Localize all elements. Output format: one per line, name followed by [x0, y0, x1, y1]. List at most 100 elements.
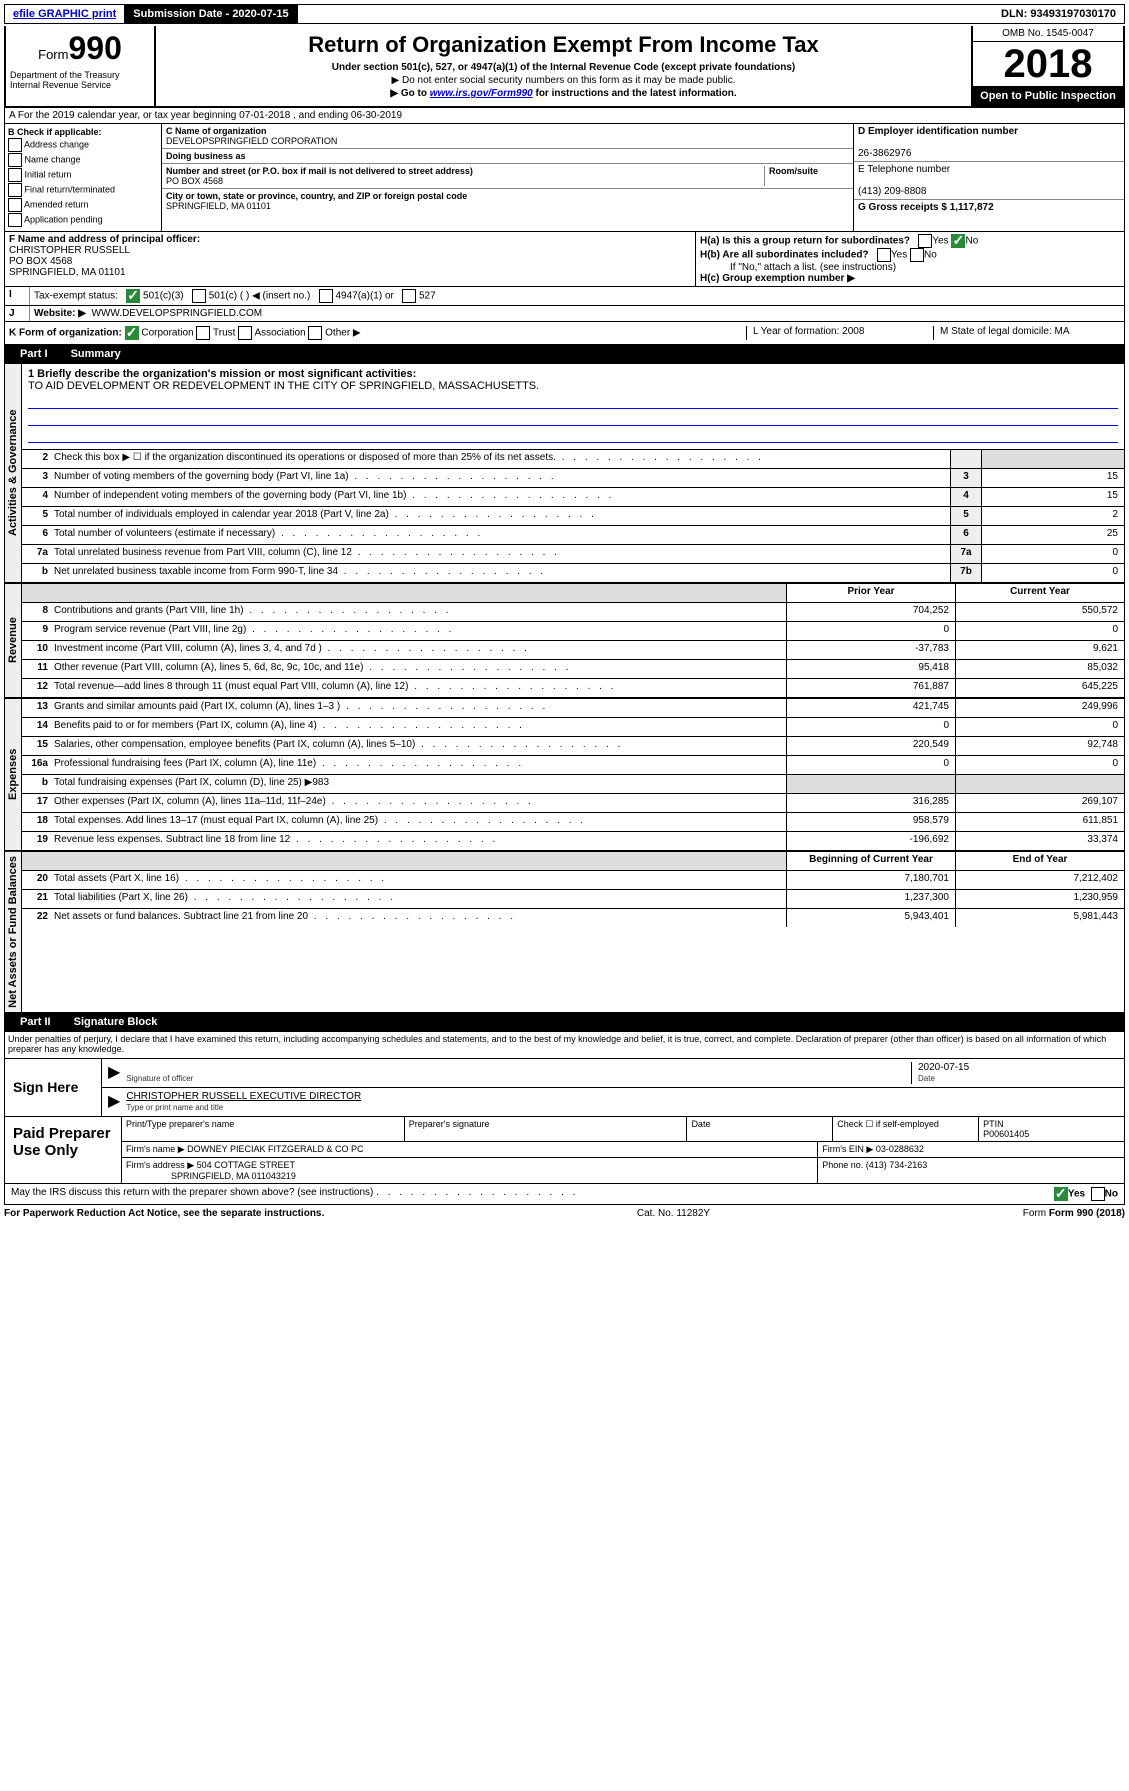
note-ssn: ▶ Do not enter social security numbers o… — [166, 75, 961, 86]
row-k: K Form of organization: Corporation Trus… — [4, 322, 1125, 345]
prep-self-h[interactable]: Check ☐ if self-employed — [833, 1117, 979, 1141]
data-row: 16aProfessional fundraising fees (Part I… — [22, 756, 1124, 775]
prep-ptin: PTINP00601405 — [979, 1117, 1124, 1141]
gov-row: 2Check this box ▶ ☐ if the organization … — [22, 450, 1124, 469]
form-number: 990 — [68, 30, 121, 66]
gov-row: bNet unrelated business taxable income f… — [22, 564, 1124, 582]
note-website: ▶ Go to www.irs.gov/Form990 for instruct… — [166, 88, 961, 99]
firm-ein: Firm's EIN ▶ 03-0288632 — [818, 1142, 1124, 1157]
chk-527[interactable] — [402, 289, 416, 303]
chk-other[interactable] — [308, 326, 322, 340]
ha-no[interactable]: No — [965, 236, 978, 247]
discuss-yes-chk[interactable] — [1054, 1187, 1068, 1201]
addr-cell: Number and street (or P.O. box if mail i… — [162, 164, 853, 189]
sig-field[interactable]: Signature of officer — [126, 1062, 911, 1084]
sign-here-label: Sign Here — [5, 1059, 102, 1116]
discuss-q: May the IRS discuss this return with the… — [11, 1187, 373, 1198]
row-i: I Tax-exempt status: 501(c)(3) 501(c) ( … — [4, 287, 1125, 306]
sig-date: 2020-07-15Date — [911, 1062, 1118, 1084]
data-row: 13Grants and similar amounts paid (Part … — [22, 699, 1124, 718]
chk-trust[interactable] — [196, 326, 210, 340]
data-row: 18Total expenses. Add lines 13–17 (must … — [22, 813, 1124, 832]
mission-text: TO AID DEVELOPMENT OR REDEVELOPMENT IN T… — [28, 380, 1118, 392]
footer: For Paperwork Reduction Act Notice, see … — [4, 1205, 1125, 1222]
org-addr: PO BOX 4568 — [166, 176, 223, 186]
vert-netassets: Net Assets or Fund Balances — [5, 852, 22, 1012]
part1-label: Part I — [10, 346, 58, 362]
hc-row: H(c) Group exemption number ▶ — [700, 273, 1120, 284]
row-j-content: Website: ▶ WWW.DEVELOPSPRINGFIELD.COM — [30, 306, 1124, 321]
sig-officer-line: ▶ Signature of officer 2020-07-15Date — [102, 1059, 1124, 1088]
sig-printed: CHRISTOPHER RUSSELL EXECUTIVE DIRECTOR T… — [126, 1091, 1118, 1113]
irs-link[interactable]: www.irs.gov/Form990 — [430, 88, 533, 99]
form-990-label: Form990 — [10, 30, 150, 67]
efile-link[interactable]: efile GRAPHIC print — [13, 8, 116, 20]
data-row: 19Revenue less expenses. Subtract line 1… — [22, 832, 1124, 850]
open-public: Open to Public Inspection — [973, 86, 1123, 106]
revenue-section: Revenue Prior Year Current Year 8Contrib… — [4, 583, 1125, 698]
chk-assoc[interactable] — [238, 326, 252, 340]
website-label: Website: ▶ — [34, 308, 86, 319]
end-year-h: End of Year — [955, 852, 1124, 870]
netassets-header-row: Beginning of Current Year End of Year — [22, 852, 1124, 871]
begin-year-h: Beginning of Current Year — [786, 852, 955, 870]
officer-info: F Name and address of principal officer:… — [5, 232, 696, 286]
part2-title: Signature Block — [74, 1016, 158, 1028]
chk-501c3[interactable] — [126, 289, 140, 303]
phone-cell: E Telephone number (413) 209-8808 — [854, 162, 1124, 200]
hb-yes[interactable]: Yes — [891, 250, 907, 261]
section-a: A For the 2019 calendar year, or tax yea… — [4, 108, 1125, 124]
chk-amended[interactable]: Amended return — [8, 198, 158, 212]
netassets-body: Beginning of Current Year End of Year 20… — [22, 852, 1124, 1012]
hb-no[interactable]: No — [924, 250, 937, 261]
prep-sig-h: Preparer's signature — [405, 1117, 688, 1141]
chk-initial[interactable]: Initial return — [8, 168, 158, 182]
data-row: 9Program service revenue (Part VIII, lin… — [22, 622, 1124, 641]
room-label: Room/suite — [769, 166, 818, 176]
efile-link-cell[interactable]: efile GRAPHIC print — [5, 5, 125, 23]
prep-row-3: Firm's address ▶ 504 COTTAGE STREET SPRI… — [122, 1158, 1124, 1183]
expenses-body: 13Grants and similar amounts paid (Part … — [22, 699, 1124, 850]
declaration-text: Under penalties of perjury, I declare th… — [5, 1032, 1124, 1058]
signature-section: Under penalties of perjury, I declare th… — [4, 1031, 1125, 1117]
data-row: 20Total assets (Part X, line 16)7,180,70… — [22, 871, 1124, 890]
city-cell: City or town, state or province, country… — [162, 189, 853, 213]
firm-label: Firm's name ▶ — [126, 1144, 185, 1154]
org-name-cell: C Name of organization DEVELOPSPRINGFIEL… — [162, 124, 853, 149]
officer-label: F Name and address of principal officer: — [9, 234, 200, 245]
city-label: City or town, state or province, country… — [166, 191, 467, 201]
data-row: 8Contributions and grants (Part VIII, li… — [22, 603, 1124, 622]
governance-section: Activities & Governance 1 Briefly descri… — [4, 363, 1125, 583]
gross-receipts: G Gross receipts $ 1,117,872 — [858, 202, 994, 213]
chk-address[interactable]: Address change — [8, 138, 158, 152]
hb-row: H(b) Are all subordinates included? Yes … — [700, 248, 1120, 262]
submission-date: Submission Date - 2020-07-15 — [125, 5, 297, 23]
chk-final[interactable]: Final return/terminated — [8, 183, 158, 197]
ha-yes[interactable]: Yes — [932, 236, 948, 247]
chk-corp[interactable] — [125, 326, 139, 340]
chk-name[interactable]: Name change — [8, 153, 158, 167]
data-row: 17Other expenses (Part IX, column (A), l… — [22, 794, 1124, 813]
netassets-section: Net Assets or Fund Balances Beginning of… — [4, 851, 1125, 1013]
officer-name: CHRISTOPHER RUSSELL — [9, 245, 130, 256]
chk-4947[interactable] — [319, 289, 333, 303]
ein-cell: D Employer identification number 26-3862… — [854, 124, 1124, 162]
cat-no: Cat. No. 11282Y — [637, 1208, 710, 1219]
chk-501c[interactable] — [192, 289, 206, 303]
sig-name-line: ▶ CHRISTOPHER RUSSELL EXECUTIVE DIRECTOR… — [102, 1088, 1124, 1116]
form-header: Form990 Department of the Treasury Inter… — [4, 26, 1125, 108]
paperwork-notice: For Paperwork Reduction Act Notice, see … — [4, 1208, 324, 1219]
main-info: B Check if applicable: Address change Na… — [4, 124, 1125, 232]
discuss-no-chk[interactable] — [1091, 1187, 1105, 1201]
discuss-row: May the IRS discuss this return with the… — [4, 1184, 1125, 1205]
form-ref: Form Form 990 (2018) — [1023, 1208, 1125, 1219]
dept-text: Department of the Treasury Internal Reve… — [10, 71, 150, 91]
ha-row: H(a) Is this a group return for subordin… — [700, 234, 1120, 248]
expenses-section: Expenses 13Grants and similar amounts pa… — [4, 698, 1125, 851]
row-j: J Website: ▶ WWW.DEVELOPSPRINGFIELD.COM — [4, 306, 1125, 322]
preparer-section: Paid Preparer Use Only Print/Type prepar… — [4, 1117, 1125, 1184]
chk-application[interactable]: Application pending — [8, 213, 158, 227]
dba-cell: Doing business as — [162, 149, 853, 164]
col-c: C Name of organization DEVELOPSPRINGFIEL… — [162, 124, 854, 231]
tax-exempt-label: Tax-exempt status: — [34, 291, 118, 302]
